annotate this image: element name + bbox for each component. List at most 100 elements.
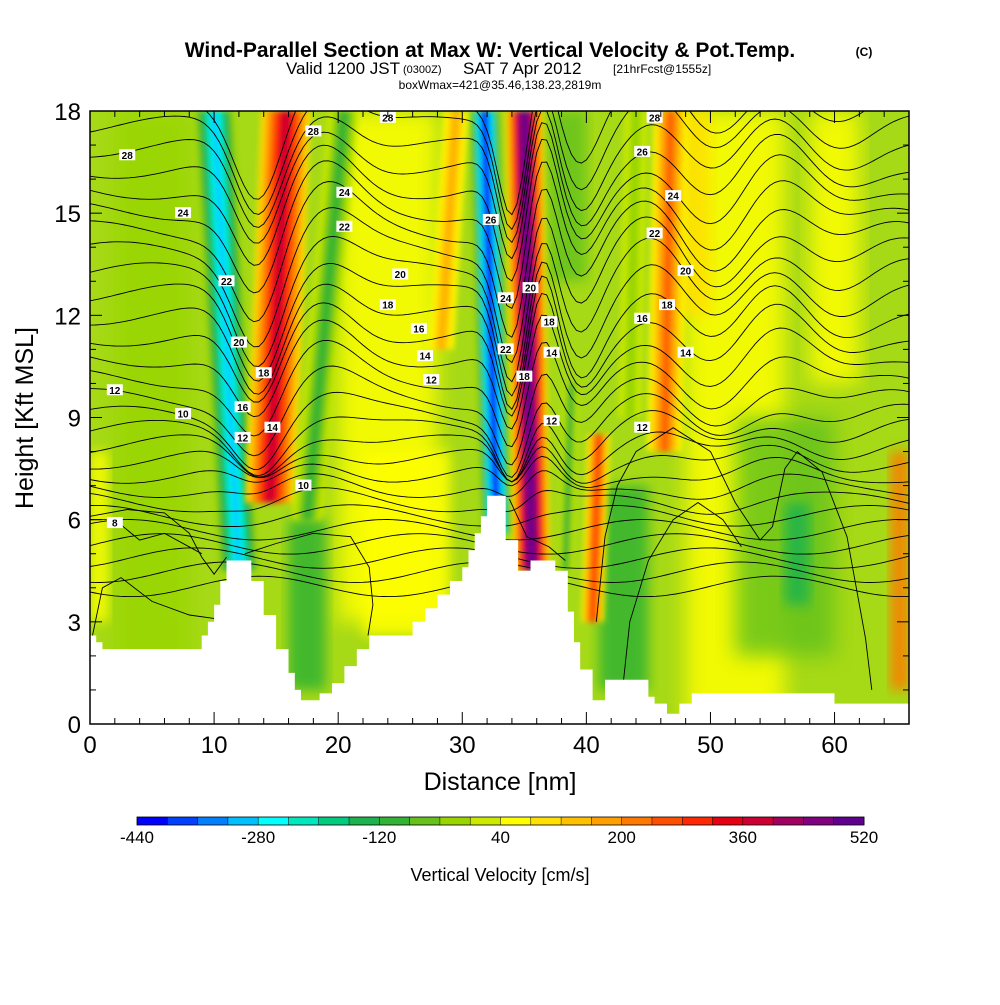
contour-label: 26 bbox=[634, 145, 651, 158]
theta-contour bbox=[90, 455, 909, 488]
contour-label-box bbox=[230, 336, 247, 348]
theta-contour bbox=[90, 138, 909, 282]
contour-label-box bbox=[677, 346, 694, 358]
contour-label-box bbox=[336, 186, 353, 198]
contour-labels: 28 24 22 20 18 16 14 12 12 10 10 8 28 28 24 22 20 18 16 14 1… bbox=[106, 111, 694, 530]
contour-label-box bbox=[106, 384, 123, 396]
updraft-band-2 bbox=[505, 111, 551, 571]
y-tick-label: 12 bbox=[54, 303, 81, 330]
contour-label-text: 22 bbox=[649, 229, 661, 240]
colorbar-tick-label: -280 bbox=[241, 828, 275, 847]
contour-label-text: 18 bbox=[519, 372, 531, 383]
downdraft-band-3 bbox=[292, 111, 360, 520]
contour-label-text: 14 bbox=[267, 423, 279, 434]
colorbar-swatch bbox=[773, 817, 804, 825]
terrain bbox=[90, 495, 909, 724]
contour-label-text: 12 bbox=[546, 416, 558, 427]
contour-label-box bbox=[516, 370, 533, 382]
contour-label-text: 28 bbox=[649, 113, 661, 124]
contour-label: 12 bbox=[234, 431, 251, 444]
x-tick-label: 0 bbox=[83, 732, 96, 759]
contour-label-box bbox=[336, 220, 353, 232]
colorbar-tick-label: 520 bbox=[850, 828, 878, 847]
downdraft-band-3-layer bbox=[305, 111, 347, 520]
theta-contour bbox=[623, 502, 742, 680]
theta-contour bbox=[90, 519, 202, 555]
contour-label-box bbox=[379, 299, 396, 311]
contour-label: 12 bbox=[106, 384, 123, 397]
colorbar-swatch bbox=[561, 817, 592, 825]
contour-label-text: 24 bbox=[178, 209, 190, 220]
colorbar-swatch bbox=[712, 817, 744, 825]
contour-label-box bbox=[522, 282, 539, 294]
contour-label-box bbox=[665, 190, 682, 202]
field-patch bbox=[809, 111, 860, 384]
contour-label-text: 24 bbox=[668, 192, 680, 203]
theta-contour bbox=[90, 292, 909, 417]
copyright-mark: (C) bbox=[856, 45, 873, 59]
colorbar-swatch bbox=[409, 817, 441, 825]
theta-contour bbox=[90, 207, 909, 364]
colorbar-tick-label: 360 bbox=[729, 828, 757, 847]
contour-label-text: 10 bbox=[298, 481, 310, 492]
contour-label-text: 12 bbox=[109, 386, 121, 397]
y-tick-label: 15 bbox=[54, 201, 81, 228]
colorbar-swatch bbox=[742, 817, 774, 825]
contour-label-text: 26 bbox=[485, 215, 497, 226]
contour-label: 14 bbox=[677, 346, 694, 359]
theta-contour bbox=[90, 444, 909, 484]
contour-label: 28 bbox=[305, 125, 322, 138]
downdraft-band-5 bbox=[618, 111, 648, 418]
downdraft-band-4-layer bbox=[564, 383, 573, 571]
contour-label-box bbox=[646, 111, 663, 123]
theta-contour bbox=[205, 111, 866, 216]
y-tick-label: 18 bbox=[54, 99, 81, 126]
contour-label-text: 12 bbox=[637, 423, 649, 434]
contour-label: 28 bbox=[646, 111, 663, 124]
contour-label-text: 18 bbox=[382, 301, 394, 312]
contour-label: 12 bbox=[423, 374, 440, 387]
contour-label-box bbox=[175, 207, 192, 219]
colorbar: -440 -280 -120 40 200 360 520 bbox=[120, 816, 878, 847]
contour-label: 10 bbox=[175, 408, 192, 421]
colorbar-swatch bbox=[288, 817, 320, 825]
contour-label-text: 22 bbox=[500, 345, 512, 356]
theta-contour bbox=[90, 314, 909, 430]
theta-contour bbox=[90, 470, 909, 500]
y-axis-title: Height [Kft MSL] bbox=[11, 327, 39, 509]
contour-label-text: 16 bbox=[413, 324, 425, 335]
contour-label-box bbox=[634, 312, 651, 324]
contour-label: 28 bbox=[119, 149, 136, 162]
contour-label-text: 20 bbox=[233, 338, 245, 349]
valid-date: SAT 7 Apr 2012 bbox=[463, 59, 581, 78]
colorbar-swatch bbox=[591, 817, 623, 825]
updraft-band-3-layer bbox=[591, 434, 601, 622]
colorbar-tick-label: 200 bbox=[608, 828, 636, 847]
contour-label: 18 bbox=[255, 367, 272, 380]
contour-label-text: 24 bbox=[339, 188, 351, 199]
box-info: boxWmax=421@35.46,138.23,2819m bbox=[399, 78, 602, 92]
theta-contour bbox=[90, 261, 909, 397]
contour-label: 22 bbox=[497, 343, 514, 356]
contour-label-box bbox=[423, 374, 440, 386]
contour-label: 12 bbox=[543, 414, 560, 427]
contour-label-box bbox=[410, 322, 427, 334]
contour-label-box bbox=[379, 111, 396, 123]
contour-label: 18 bbox=[659, 299, 676, 312]
contour-label: 10 bbox=[295, 479, 312, 492]
theta-contour bbox=[90, 509, 227, 575]
contour-label-box bbox=[677, 265, 694, 277]
field-patch bbox=[288, 519, 326, 690]
colorbar-swatch bbox=[137, 817, 168, 825]
contour-label-box bbox=[218, 275, 235, 287]
theta-contour bbox=[90, 339, 909, 448]
x-tick-label: 30 bbox=[449, 732, 476, 759]
theta-contour bbox=[90, 365, 909, 466]
downdraft-band-4 bbox=[557, 383, 579, 571]
contour-label: 20 bbox=[677, 265, 694, 278]
contour-label: 26 bbox=[482, 213, 499, 226]
contour-label: 8 bbox=[106, 517, 123, 530]
colorbar-swatch bbox=[197, 817, 229, 825]
